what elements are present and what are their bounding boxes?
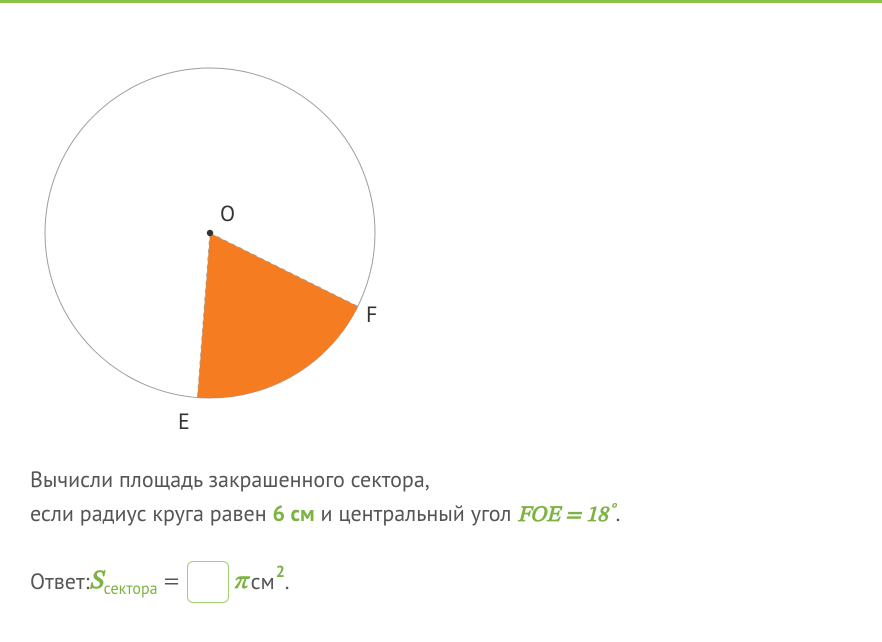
unit-squared: 2 — [276, 562, 285, 582]
radius-value: 6 см — [272, 500, 314, 528]
equals-sign: = — [164, 568, 180, 596]
diagram-svg: O F E — [30, 43, 400, 443]
content-area: O F E Вычисли площадь закрашенного секто… — [0, 3, 882, 613]
answer-input[interactable] — [187, 561, 229, 603]
answer-prefix: Ответ: — [30, 568, 90, 596]
problem-text: Вычисли площадь закрашенного сектора, ес… — [30, 463, 852, 533]
label-E: E — [178, 408, 190, 436]
S-symbol: S — [90, 566, 103, 599]
S-subscript: сектора — [104, 579, 158, 599]
problem-period: . — [616, 500, 621, 528]
unit-cm: см — [251, 568, 275, 596]
label-O: O — [220, 200, 235, 228]
angle-eq: = — [560, 505, 586, 527]
degree-symbol: ° — [610, 503, 616, 517]
pi-symbol: π — [233, 567, 247, 597]
problem-line-2b: и центральный угол — [315, 500, 518, 528]
angle-name: FOE — [517, 505, 560, 527]
label-F: F — [366, 301, 377, 329]
problem-line-2a: если радиус круга равен — [30, 500, 272, 528]
answer-period: . — [285, 568, 290, 596]
center-dot — [207, 230, 213, 236]
angle-value: 18 — [586, 505, 608, 527]
answer-line: Ответ: Sсектора = π см2. — [30, 561, 852, 603]
problem-line-1: Вычисли площадь закрашенного сектора, — [30, 466, 430, 494]
sector-diagram: O F E — [30, 43, 400, 443]
